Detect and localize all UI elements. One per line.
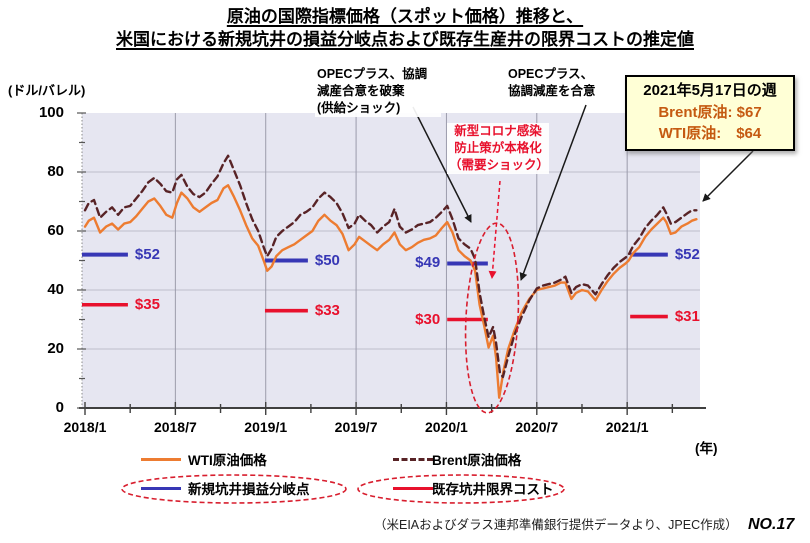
annotation-opec-breakdown: OPECプラス、協調 減産合意を破棄 (供給ショック) <box>315 66 441 117</box>
legend-marginal-line-swatch <box>393 487 433 490</box>
x-tick-label: 2019/7 <box>334 419 378 435</box>
x-tick-label: 2021/1 <box>605 419 649 435</box>
page-title: 原油の国際指標価格（スポット価格）推移と、 米国における新規坑井の損益分岐点およ… <box>0 5 810 51</box>
marginal-value-label: $31 <box>674 307 700 325</box>
x-axis-unit-label: (年) <box>695 441 718 456</box>
x-tick-label: 2020/1 <box>425 419 468 435</box>
page-title-line2: 米国における新規坑井の損益分岐点および既存生産井の限界コストの推定値 <box>116 30 694 49</box>
y-tick-label: 60 <box>47 222 64 239</box>
legend-brent-label: Brent原油価格 <box>432 453 522 468</box>
page-number: NO.17 <box>748 516 795 533</box>
marginal-value-label: $35 <box>134 295 160 313</box>
x-tick-label: 2019/1 <box>244 419 288 435</box>
callout-week-title: 2021年5月17日の週 <box>643 82 777 99</box>
annotation-covid-shock: 新型コロナ感染 防止策が本格化 （需要ショック） <box>447 123 550 174</box>
y-tick-label: 40 <box>47 281 64 298</box>
marginal-value-label: $33 <box>314 301 340 319</box>
y-axis-unit-label: (ドル/バレル) <box>8 83 86 98</box>
legend-brent-line-swatch <box>393 458 433 461</box>
x-tick-label: 2018/1 <box>63 419 107 435</box>
legend-wti-label: WTI原油価格 <box>188 453 267 468</box>
legend-marginal-label: 既存坑井限界コスト <box>432 482 554 497</box>
source-note: （米EIAおよびダラス連邦準備銀行提供データより、JPEC作成） <box>374 518 738 532</box>
series-wti <box>83 184 698 399</box>
x-tick-label: 2018/7 <box>153 419 197 435</box>
annotation-opec-agreement: OPECプラス、 協調減産を合意 <box>506 66 602 100</box>
callout-brent-value: Brent原油: $67 <box>658 104 762 121</box>
y-tick-label: 80 <box>47 163 64 180</box>
marginal-value-label: $30 <box>415 310 441 328</box>
arrow-opec-agreement <box>519 104 587 281</box>
y-tick-label: 20 <box>47 340 64 357</box>
legend-breakeven-label: 新規坑井損益分岐点 <box>188 482 310 497</box>
y-tick-label: 0 <box>55 399 64 416</box>
breakeven-value-label: $49 <box>415 254 441 272</box>
breakeven-value-label: $52 <box>134 245 160 263</box>
plot-background <box>82 113 700 408</box>
breakeven-value-label: $52 <box>674 245 700 263</box>
legend-wti-line-swatch <box>141 458 181 461</box>
series-brent <box>83 154 698 379</box>
breakeven-value-label: $50 <box>314 251 340 269</box>
arrow-callout <box>702 150 754 202</box>
legend-breakeven-line-swatch <box>141 487 181 490</box>
y-tick-label: 100 <box>38 104 64 121</box>
legend-marginal-ellipse <box>357 474 565 504</box>
arrow-covid-shock <box>488 180 501 279</box>
legend-breakeven-ellipse <box>121 474 347 504</box>
arrow-opec-breakdown <box>412 106 472 223</box>
page-title-line1: 原油の国際指標価格（スポット価格）推移と、 <box>226 7 584 26</box>
callout-box-week-values: 2021年5月17日の週 Brent原油: $67 WTI原油: $64 <box>625 75 795 151</box>
x-tick-label: 2020/7 <box>515 419 559 435</box>
callout-wti-value: WTI原油: $64 <box>658 125 762 142</box>
